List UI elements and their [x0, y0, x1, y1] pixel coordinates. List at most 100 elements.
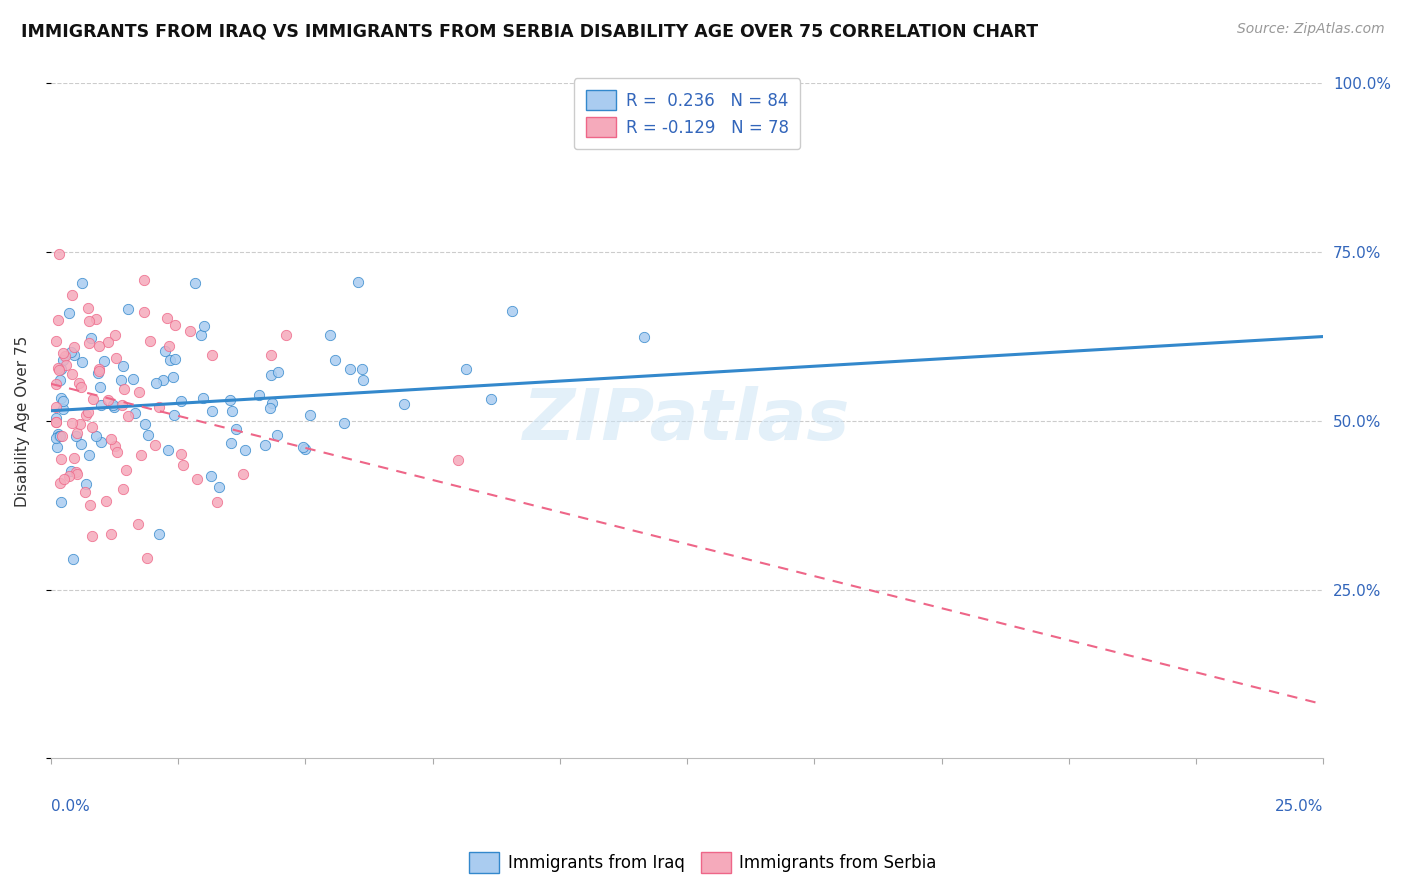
Point [266, 427, 288, 442]
Point [225, 422, 247, 436]
Point [110, 373, 132, 387]
Point [72, 276, 94, 290]
Point [299, 408, 322, 422]
Point [58, 305, 80, 319]
Point [60, 288, 83, 302]
Point [145, 376, 167, 390]
Point [479, 392, 502, 406]
Point [134, 417, 156, 431]
Point [49, 362, 72, 376]
Point [77, 314, 100, 328]
Point [111, 359, 134, 373]
Point [219, 436, 242, 450]
Point [87, 339, 110, 353]
Point [157, 339, 180, 353]
Point [128, 384, 150, 399]
Text: 25.0%: 25.0% [1275, 799, 1323, 814]
Point [49, 451, 72, 466]
Point [323, 353, 346, 368]
Point [52, 353, 75, 368]
Point [247, 388, 270, 402]
Point [165, 318, 187, 332]
Point [169, 394, 191, 409]
Point [48, 373, 70, 387]
Point [262, 396, 284, 410]
Point [52, 401, 75, 416]
Point [51, 345, 73, 359]
Point [63, 450, 86, 465]
Point [112, 483, 135, 497]
Point [45, 431, 67, 445]
Point [49, 391, 72, 405]
Point [352, 362, 374, 376]
Point [55, 358, 77, 372]
Point [152, 373, 174, 387]
Point [139, 334, 162, 349]
Point [221, 404, 243, 418]
Point [45, 401, 67, 415]
Point [159, 352, 181, 367]
Point [51, 429, 73, 443]
Point [132, 273, 155, 287]
Point [233, 443, 256, 458]
Point [80, 331, 103, 345]
Point [219, 393, 242, 408]
Point [69, 417, 91, 431]
Point [163, 351, 186, 366]
Point [66, 467, 89, 481]
Point [48, 363, 70, 377]
Point [89, 362, 111, 376]
Point [352, 373, 374, 387]
Point [82, 419, 104, 434]
Point [86, 428, 108, 442]
Point [45, 415, 67, 429]
Point [127, 517, 149, 532]
Point [186, 472, 208, 486]
Point [162, 369, 184, 384]
Point [101, 398, 124, 412]
Point [104, 351, 127, 366]
Point [201, 404, 224, 418]
Point [76, 405, 98, 419]
Point [63, 348, 86, 362]
Point [117, 302, 139, 317]
Point [193, 319, 215, 334]
Point [87, 363, 110, 377]
Point [100, 526, 122, 541]
Point [318, 328, 340, 343]
Point [45, 440, 67, 454]
Point [169, 447, 191, 461]
Point [191, 391, 214, 405]
Point [75, 409, 97, 423]
Point [79, 499, 101, 513]
Point [65, 429, 87, 443]
Point [143, 438, 166, 452]
Point [291, 440, 314, 454]
Point [103, 401, 125, 415]
Point [49, 495, 72, 509]
Point [73, 485, 96, 500]
Point [153, 344, 176, 359]
Point [157, 442, 180, 457]
Text: IMMIGRANTS FROM IRAQ VS IMMIGRANTS FROM SERBIA DISABILITY AGE OVER 75 CORRELATIO: IMMIGRANTS FROM IRAQ VS IMMIGRANTS FROM … [21, 22, 1038, 40]
Point [333, 416, 356, 430]
Point [49, 428, 72, 442]
Point [76, 301, 98, 316]
Point [100, 432, 122, 446]
Point [58, 468, 80, 483]
Text: 0.0%: 0.0% [51, 799, 90, 814]
Point [454, 362, 477, 376]
Point [136, 427, 159, 442]
Y-axis label: Disability Age Over 75: Disability Age Over 75 [15, 335, 30, 507]
Point [131, 448, 153, 462]
Point [136, 550, 159, 565]
Point [48, 247, 70, 261]
Point [45, 334, 67, 349]
Point [84, 312, 107, 326]
Point [94, 494, 117, 508]
Point [148, 527, 170, 541]
Point [90, 435, 112, 450]
Point [124, 406, 146, 420]
Point [75, 476, 97, 491]
Point [232, 467, 254, 481]
